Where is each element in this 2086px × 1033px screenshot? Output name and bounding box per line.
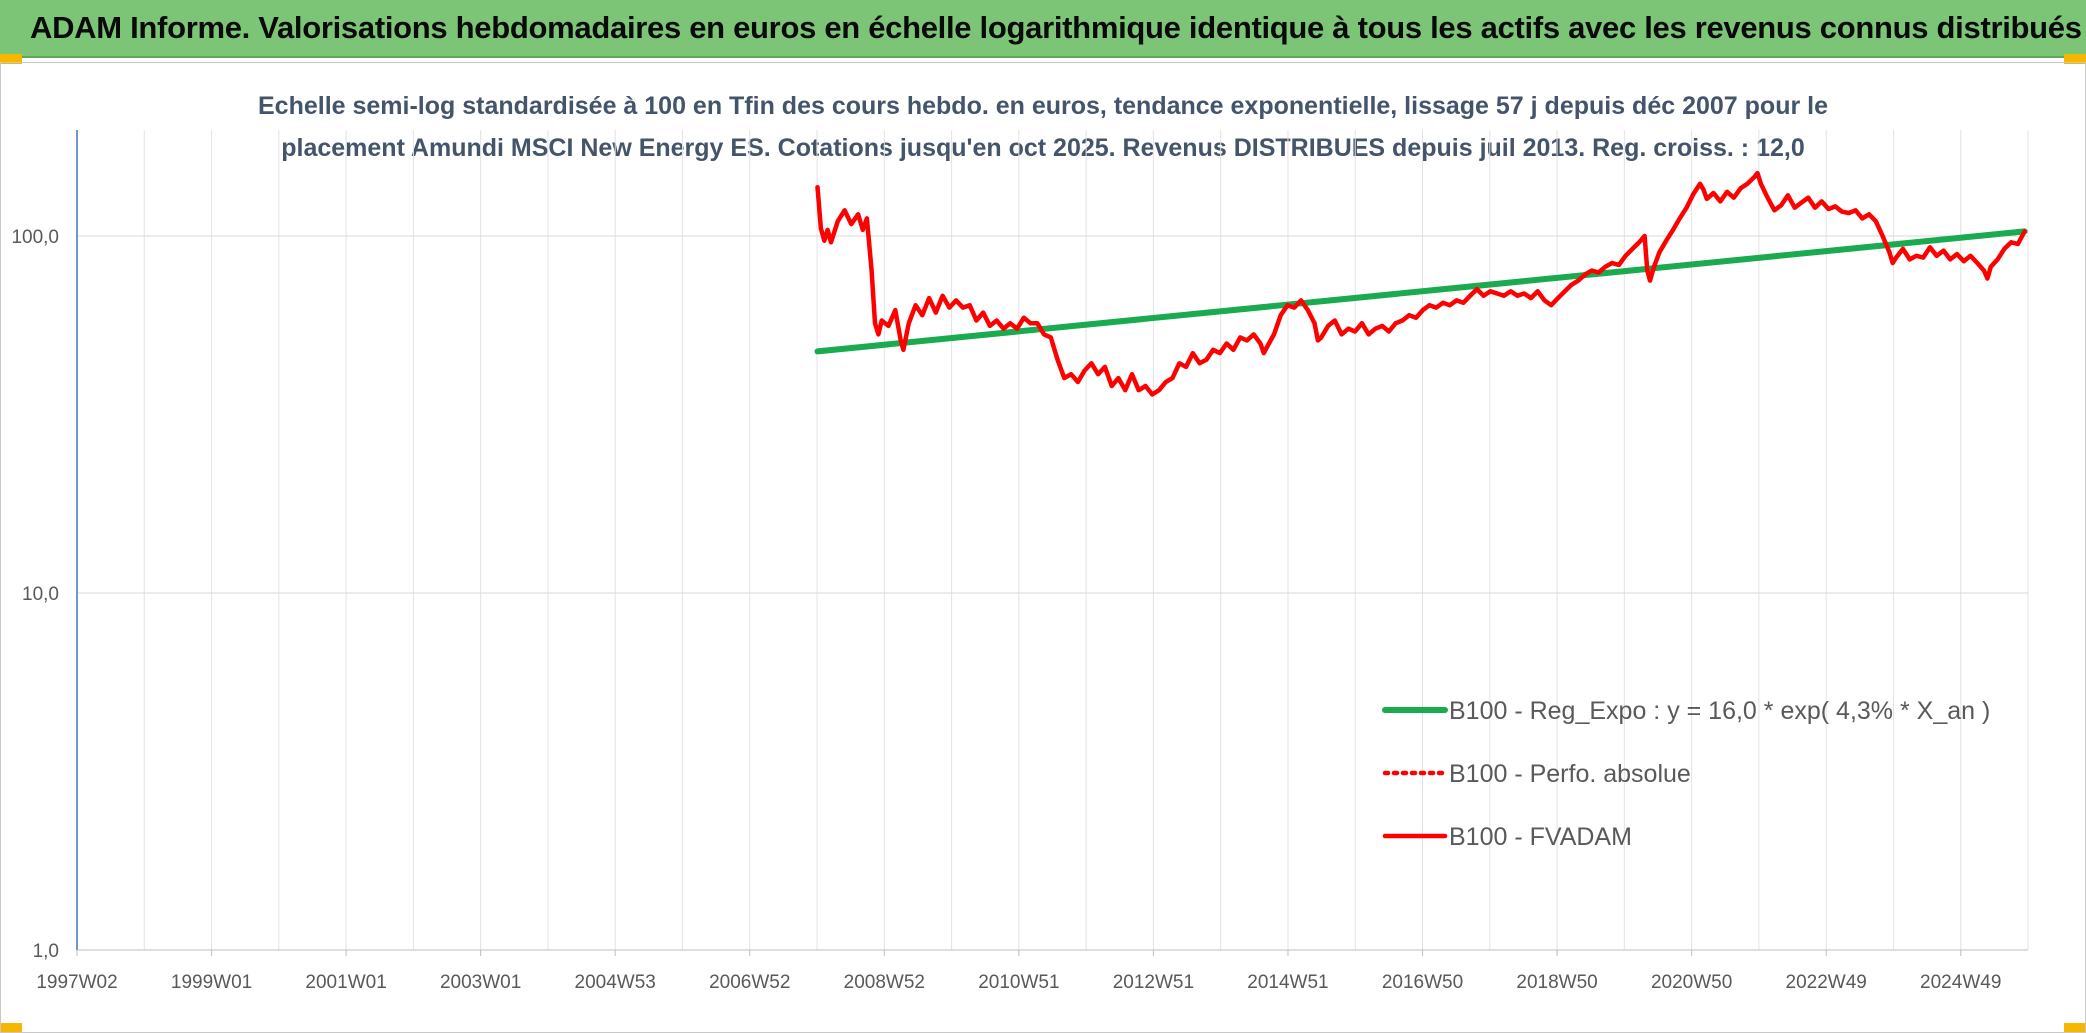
y-tick-label: 10,0 [22, 584, 59, 605]
x-tick-label: 2024W49 [1920, 972, 2001, 993]
header-banner: ADAM Informe. Valorisations hebdomadaire… [0, 0, 2086, 58]
corner-marker [2064, 54, 2086, 64]
chart-title: Echelle semi-log standardisée à 100 en T… [0, 85, 2086, 169]
chart-title-line-2: placement Amundi MSCI New Energy ES. Cot… [281, 134, 1805, 162]
corner-marker [2064, 1023, 2086, 1033]
legend-label: B100 - Reg_Expo : y = 16,0 * exp( 4,3% *… [1449, 697, 1990, 725]
x-tick-label: 1999W01 [171, 972, 252, 993]
corner-marker [0, 1023, 22, 1033]
x-tick-label: 2004W53 [575, 972, 656, 993]
chart-title-line-1: Echelle semi-log standardisée à 100 en T… [258, 92, 1828, 120]
legend-label: B100 - Perfo. absolue [1449, 760, 1691, 788]
x-tick-label: 2022W49 [1786, 972, 1867, 993]
regression-trend-line [814, 228, 2028, 355]
y-tick-label: 1,0 [33, 941, 59, 962]
corner-marker [0, 54, 22, 64]
fvadam-price-line [815, 170, 2027, 397]
x-tick-label: 2008W52 [844, 972, 925, 993]
x-tick-label: 2010W51 [978, 972, 1059, 993]
y-tick-label: 100,0 [11, 227, 59, 248]
x-tick-label: 2003W01 [440, 972, 521, 993]
x-tick-label: 2016W50 [1382, 972, 1463, 993]
x-tick-label: 2012W51 [1113, 972, 1194, 993]
x-tick-label: 2001W01 [305, 972, 386, 993]
legend-label: B100 - FVADAM [1449, 823, 1632, 851]
x-tick-label: 2014W51 [1247, 972, 1328, 993]
x-tick-label: 2020W50 [1651, 972, 1732, 993]
x-tick-label: 2018W50 [1516, 972, 1597, 993]
x-tick-label: 1997W02 [36, 972, 117, 993]
page-title: ADAM Informe. Valorisations hebdomadaire… [30, 10, 2082, 45]
x-tick-label: 2006W52 [709, 972, 790, 993]
